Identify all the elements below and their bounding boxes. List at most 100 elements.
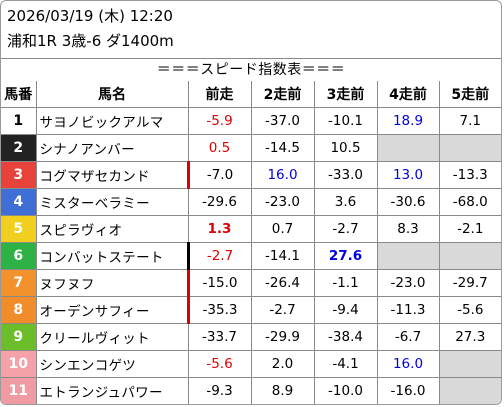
horse-number: 11 bbox=[1, 377, 37, 404]
race-info: 浦和1R 3歳-6 ダ1400m bbox=[7, 32, 174, 50]
race-datetime: 2026/03/19 (木) 12:20 bbox=[7, 7, 173, 25]
score-3back: -9.4 bbox=[313, 296, 378, 324]
header-row: 馬番 馬名 前走 2走前 3走前 4走前 5走前 bbox=[1, 81, 501, 108]
score-last: -35.3 bbox=[187, 296, 252, 324]
score-3back: -38.4 bbox=[313, 323, 378, 351]
score-2back: 16.0 bbox=[250, 161, 315, 189]
horse-number: 5 bbox=[1, 215, 37, 243]
score-5back: -13.3 bbox=[438, 161, 501, 189]
horse-name: スピラヴィオ bbox=[35, 215, 189, 243]
horse-name: シナノアンバー bbox=[35, 134, 189, 162]
score-4back: -6.7 bbox=[376, 323, 440, 351]
score-3back: -2.7 bbox=[313, 215, 378, 243]
score-2back: -23.0 bbox=[250, 188, 315, 216]
score-last: -5.9 bbox=[187, 107, 252, 135]
score-3back: -10.0 bbox=[313, 377, 378, 404]
table-row: 3 コグマザセカンド -7.0 16.0 -33.0 13.0 -13.3 bbox=[1, 161, 501, 189]
horse-name: ヌフヌフ bbox=[35, 269, 190, 297]
col-header-3back: 3走前 bbox=[313, 81, 378, 108]
score-2back: -37.0 bbox=[250, 107, 315, 135]
score-2back: -29.9 bbox=[250, 323, 315, 351]
horse-name: コンバットステート bbox=[35, 242, 190, 270]
score-3back: -1.1 bbox=[313, 269, 378, 297]
score-5back: -2.1 bbox=[438, 215, 501, 243]
score-3back: 3.6 bbox=[313, 188, 378, 216]
horse-number: 7 bbox=[1, 269, 37, 297]
score-3back: -4.1 bbox=[313, 350, 378, 378]
score-5back bbox=[438, 134, 501, 162]
score-3back: -33.0 bbox=[313, 161, 378, 189]
score-2back: -26.4 bbox=[250, 269, 315, 297]
score-4back: -30.6 bbox=[376, 188, 440, 216]
score-last: -5.6 bbox=[187, 350, 252, 378]
score-5back: 7.1 bbox=[438, 107, 501, 135]
score-last: 0.5 bbox=[187, 134, 252, 162]
score-3back: -10.1 bbox=[313, 107, 378, 135]
score-5back: -29.7 bbox=[438, 269, 501, 297]
horse-name: シンエンコゲツ bbox=[35, 350, 189, 378]
horse-name: ミスターベラミー bbox=[35, 188, 189, 216]
table-row: 8 オーデンサフィー -35.3 -2.7 -9.4 -11.3 -5.6 bbox=[1, 296, 501, 324]
score-last: -7.0 bbox=[187, 161, 252, 189]
score-2back: -2.7 bbox=[250, 296, 315, 324]
score-4back bbox=[376, 134, 440, 162]
horse-name: コグマザセカンド bbox=[35, 161, 190, 189]
score-4back: -23.0 bbox=[376, 269, 440, 297]
score-5back bbox=[438, 377, 501, 404]
horse-number: 3 bbox=[1, 161, 37, 189]
score-4back bbox=[376, 242, 440, 270]
score-3back: 10.5 bbox=[313, 134, 378, 162]
score-last: -2.7 bbox=[187, 242, 252, 270]
col-header-2back: 2走前 bbox=[250, 81, 315, 108]
horse-name: クリールヴィット bbox=[35, 323, 189, 351]
speed-index-table: 馬番 馬名 前走 2走前 3走前 4走前 5走前 1 サヨノビックアルマ -5.… bbox=[1, 81, 501, 404]
horse-number: 9 bbox=[1, 323, 37, 351]
score-5back: -5.6 bbox=[438, 296, 501, 324]
table-row: 9 クリールヴィット -33.7 -29.9 -38.4 -6.7 27.3 bbox=[1, 323, 501, 351]
table-row: 1 サヨノビックアルマ -5.9 -37.0 -10.1 18.9 7.1 bbox=[1, 107, 501, 135]
col-header-last: 前走 bbox=[187, 81, 252, 108]
table-row: 10 シンエンコゲツ -5.6 2.0 -4.1 16.0 bbox=[1, 350, 501, 378]
col-header-number: 馬番 bbox=[1, 81, 37, 108]
score-3back: 27.6 bbox=[313, 242, 378, 270]
col-header-5back: 5走前 bbox=[438, 81, 501, 108]
score-2back: 2.0 bbox=[250, 350, 315, 378]
score-4back: 16.0 bbox=[376, 350, 440, 378]
horse-name: オーデンサフィー bbox=[35, 296, 190, 324]
score-2back: 0.7 bbox=[250, 215, 315, 243]
score-2back: -14.1 bbox=[250, 242, 315, 270]
horse-number: 8 bbox=[1, 296, 37, 324]
score-5back bbox=[438, 242, 501, 270]
score-4back: 18.9 bbox=[376, 107, 440, 135]
table-row: 7 ヌフヌフ -15.0 -26.4 -1.1 -23.0 -29.7 bbox=[1, 269, 501, 297]
horse-number: 4 bbox=[1, 188, 37, 216]
horse-number: 2 bbox=[1, 134, 37, 162]
horse-name: エトランジュパワー bbox=[35, 377, 189, 404]
score-last: 1.3 bbox=[187, 215, 252, 243]
table-row: 5 スピラヴィオ 1.3 0.7 -2.7 8.3 -2.1 bbox=[1, 215, 501, 243]
score-last: -33.7 bbox=[187, 323, 252, 351]
score-4back: -11.3 bbox=[376, 296, 440, 324]
horse-number: 10 bbox=[1, 350, 37, 378]
table-row: 2 シナノアンバー 0.5 -14.5 10.5 bbox=[1, 134, 501, 162]
table-row: 6 コンバットステート -2.7 -14.1 27.6 bbox=[1, 242, 501, 270]
score-last: -29.6 bbox=[187, 188, 252, 216]
table-title: ＝＝＝スピード指数表＝＝＝ bbox=[1, 58, 501, 82]
score-5back: -68.0 bbox=[438, 188, 501, 216]
col-header-4back: 4走前 bbox=[376, 81, 440, 108]
score-2back: -14.5 bbox=[250, 134, 315, 162]
score-4back: 13.0 bbox=[376, 161, 440, 189]
score-4back: -16.0 bbox=[376, 377, 440, 404]
horse-name: サヨノビックアルマ bbox=[35, 107, 189, 135]
col-header-name: 馬名 bbox=[35, 81, 189, 108]
score-4back: 8.3 bbox=[376, 215, 440, 243]
score-5back: 27.3 bbox=[438, 323, 501, 351]
horse-number: 6 bbox=[1, 242, 37, 270]
horse-number: 1 bbox=[1, 107, 37, 135]
table-row: 4 ミスターベラミー -29.6 -23.0 3.6 -30.6 -68.0 bbox=[1, 188, 501, 216]
score-last: -15.0 bbox=[187, 269, 252, 297]
score-last: -9.3 bbox=[187, 377, 252, 404]
score-2back: 8.9 bbox=[250, 377, 315, 404]
table-row: 11 エトランジュパワー -9.3 8.9 -10.0 -16.0 bbox=[1, 377, 501, 404]
